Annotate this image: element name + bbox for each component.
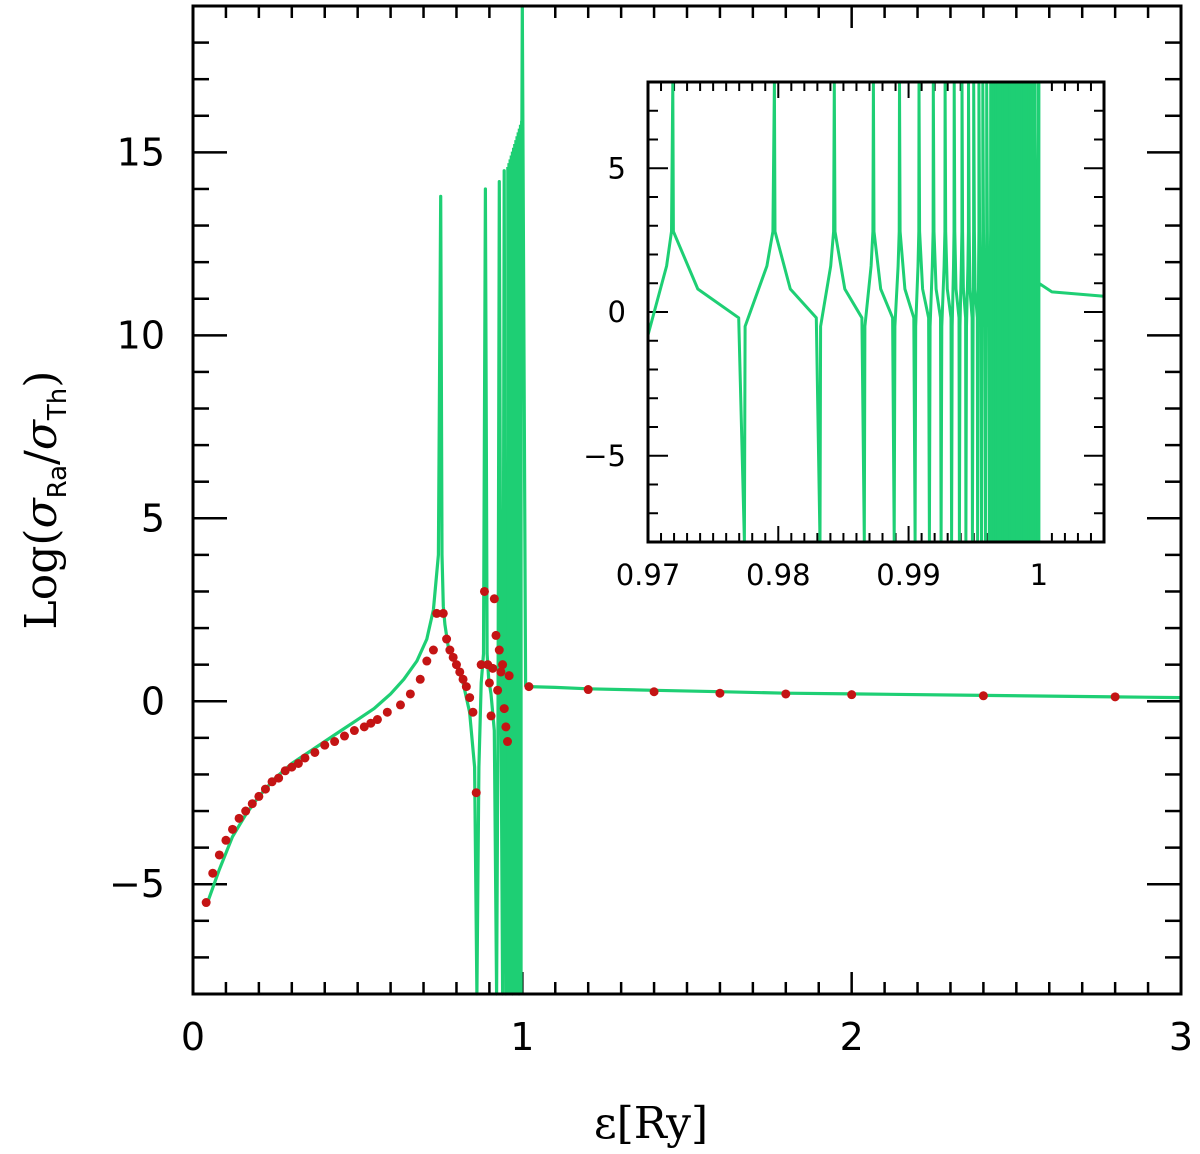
inset-x-tick-label: 0.97 [616,558,681,592]
main-data-point [442,634,452,644]
main-ticks [193,6,1181,994]
inset-line-layer [646,80,1105,544]
main-data-point [461,682,471,692]
main-y-tick-label: 15 [117,130,165,174]
main-data-point [524,682,534,692]
main-data-point [978,691,988,701]
main-x-tick-label: 2 [840,1015,864,1059]
main-data-point [494,645,504,655]
main-data-point [287,762,297,772]
main-x-tick-label: 1 [510,1015,534,1059]
main-data-point [649,687,659,697]
main-data-point [468,707,478,717]
main-data-point [486,711,496,721]
main-data-point [715,688,725,698]
main-data-point [499,704,509,714]
main-data-point [228,824,238,834]
main-x-tick-labels: 0 1 2 3 [181,1015,1193,1059]
main-data-point [471,788,481,798]
main-data-point [310,747,320,757]
main-data-point [455,667,465,677]
main-data-point [372,715,382,725]
main-y-tick-label: 5 [141,496,165,540]
main-y-tick-label: −5 [109,862,165,906]
main-data-point [300,753,310,763]
main-data-point [208,868,218,878]
main-data-point [422,656,432,666]
inset-y-tick-labels: −5 0 5 [583,151,626,473]
main-data-point [458,674,468,684]
main-points-layer [201,586,1120,908]
main-data-point [451,660,461,670]
main-data-point [221,835,231,845]
main-data-point [293,758,303,768]
main-data-point [465,693,475,703]
main-y-tick-label: 10 [117,313,165,357]
main-data-point [260,784,270,794]
main-data-point [496,667,506,677]
main-data-point [339,731,349,741]
inset-y-tick-label: 5 [608,151,626,185]
main-data-point [274,773,284,783]
main-data-point [491,630,501,640]
inset-x-tick-label: 0.98 [746,558,811,592]
x-axis-title: ε[Ry] [594,1098,708,1149]
main-data-point [359,722,369,732]
main-data-point [781,689,791,699]
inset-x-tick-labels: 0.97 0.98 0.99 1 [616,558,1048,592]
main-y-tick-label: 0 [141,679,165,723]
main-data-point [583,685,593,695]
inset-y-tick-label: 0 [608,295,626,329]
main-data-point [247,799,257,809]
main-data-point [488,663,498,673]
main-data-point [214,850,224,860]
main-data-point [484,678,494,688]
main-plot-frame [191,4,1183,996]
main-data-point [382,707,392,717]
main-data-point [504,671,514,681]
main-data-point [415,674,425,684]
main-x-tick-label: 0 [181,1015,205,1059]
main-data-point [366,718,376,728]
main-data-point [320,740,330,750]
main-data-point [267,777,277,787]
main-data-point [201,898,211,908]
main-data-point [847,690,857,700]
main-data-point [432,608,442,618]
main-data-point [349,726,359,736]
main-data-point [280,766,290,776]
inset-x-tick-label: 1 [1030,558,1048,592]
main-data-point [493,685,503,695]
main-data-point [445,645,455,655]
main-data-point [241,806,251,816]
main-data-point [503,737,513,747]
main-data-point [1110,692,1120,702]
main-data-point [448,652,458,662]
main-data-point [479,586,489,596]
main-data-point [234,813,244,823]
main-data-point [498,660,508,670]
main-data-point [395,700,405,710]
inset-plot-frame [646,80,1106,544]
main-data-point [254,791,264,801]
main-data-point [405,689,415,699]
main-x-tick-label: 3 [1169,1015,1193,1059]
y-axis-title: Log(σRa/σTh) [16,371,73,630]
main-data-point [489,594,499,604]
main-data-point [438,608,448,618]
main-data-point [330,737,340,747]
main-y-tick-labels: −5 0 5 10 15 [109,130,165,906]
inset-y-tick-label: −5 [583,439,626,473]
inset-x-tick-label: 0.99 [876,558,941,592]
main-data-point [476,660,486,670]
main-data-point [501,722,511,732]
main-data-point [428,645,438,655]
